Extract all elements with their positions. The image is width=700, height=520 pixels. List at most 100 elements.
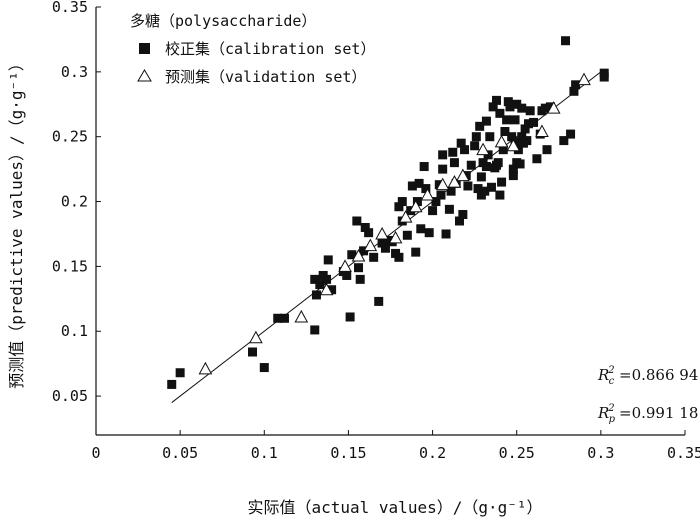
calibration-point [492, 95, 502, 105]
validation-series [198, 72, 591, 375]
calibration-point [449, 158, 459, 168]
y-ticks: 0.05 0.1 0.15 0.2 0.25 0.3 0.35 [52, 0, 101, 405]
calibration-point [436, 190, 446, 200]
calibration-point [540, 103, 550, 113]
legend-validation-marker [137, 69, 152, 82]
y-tick-label: 0.05 [52, 387, 88, 405]
x-tick-label: 0.35 [667, 444, 700, 462]
validation-point [351, 248, 366, 262]
calibration-point [485, 132, 495, 142]
calibration-point [495, 108, 505, 118]
rp2-value: =0.991 18 [619, 404, 698, 422]
calibration-point [327, 285, 337, 295]
validation-point [294, 309, 309, 323]
calibration-point [545, 102, 555, 112]
calibration-point [473, 184, 483, 194]
calibration-point [507, 132, 517, 142]
calibration-point [416, 224, 426, 234]
calibration-point [175, 368, 185, 378]
calibration-point [360, 222, 370, 232]
calibration-point [352, 216, 362, 226]
calibration-point [493, 158, 503, 168]
calibration-point [311, 290, 321, 300]
calibration-point [569, 86, 579, 96]
calibration-point [599, 68, 609, 78]
y-tick-label: 0.3 [61, 63, 88, 81]
calibration-point [523, 119, 533, 129]
calibration-point [515, 159, 525, 169]
calibration-point [444, 204, 454, 214]
calibration-point [322, 274, 332, 284]
calibration-point [476, 172, 486, 182]
legend-calibration-marker [139, 43, 150, 54]
calibration-point [355, 274, 365, 284]
calibration-point [411, 247, 421, 257]
calibration-point [510, 115, 520, 125]
legend-calibration-label: 校正集（calibration set） [165, 40, 375, 58]
calibration-point [394, 252, 404, 262]
calibration-point [532, 154, 542, 164]
calibration-point [273, 313, 283, 323]
y-tick-label: 0.1 [61, 322, 88, 340]
calibration-point [529, 117, 539, 127]
calibration-point [394, 202, 404, 212]
x-tick-label: 0.1 [251, 444, 278, 462]
validation-point [198, 361, 213, 375]
calibration-point [167, 379, 177, 389]
validation-point [435, 177, 450, 191]
y-tick-label: 0.2 [61, 193, 88, 211]
calibration-point [542, 145, 552, 155]
calibration-point [421, 184, 431, 194]
y-tick-label: 0.35 [52, 0, 88, 16]
calibration-point [522, 136, 532, 146]
calibration-point [446, 186, 456, 196]
x-tick-label: 0.15 [330, 444, 366, 462]
calibration-point [397, 197, 407, 207]
calibration-point [520, 124, 530, 134]
y-axis-title: 预测值（predictive values）/（g·g⁻¹） [7, 55, 26, 389]
calibration-point [345, 312, 355, 322]
validation-point [338, 259, 352, 272]
calibration-point [456, 138, 466, 148]
validation-point [375, 226, 389, 240]
calibration-point [414, 178, 424, 188]
calibration-point [454, 216, 464, 226]
validation-point [319, 282, 334, 296]
validation-point [447, 175, 462, 188]
calibration-point [466, 160, 476, 170]
calibration-point [342, 270, 352, 280]
legend-validation-label: 预测集（validation set） [165, 68, 366, 86]
calibration-point [438, 164, 448, 174]
calibration-point [508, 164, 518, 174]
x-ticks: 0 0.05 0.1 0.15 0.2 0.25 0.3 0.35 [91, 430, 700, 462]
calibration-point [475, 121, 485, 131]
calibration-point [508, 171, 518, 181]
calibration-point [481, 116, 491, 126]
calibration-point [412, 197, 422, 207]
rc2-value: =0.866 94 [619, 366, 698, 384]
calibration-point [495, 190, 505, 200]
axes [95, 7, 685, 436]
calibration-point [498, 145, 508, 155]
validation-point [420, 188, 435, 201]
rc2-symbol: R2 c [597, 365, 615, 387]
calibration-point [407, 181, 417, 191]
rp2-symbol: R2 p [597, 403, 616, 425]
validation-point [363, 238, 378, 252]
calibration-point [463, 181, 473, 191]
calibration-point [517, 103, 527, 113]
calibration-point [377, 238, 387, 248]
calibration-point [486, 182, 496, 192]
validation-point [494, 134, 509, 148]
calibration-point [374, 296, 384, 306]
calibration-point [500, 127, 510, 137]
calibration-point [259, 363, 269, 373]
stats-annotations: R2 c =0.866 94 R2 p =0.991 18 [597, 365, 698, 425]
validation-point [249, 330, 263, 344]
validation-point [456, 168, 470, 182]
calibration-point [566, 129, 576, 139]
validation-point [535, 124, 549, 138]
calibration-point [364, 228, 374, 238]
x-tick-label: 0.2 [419, 444, 446, 462]
